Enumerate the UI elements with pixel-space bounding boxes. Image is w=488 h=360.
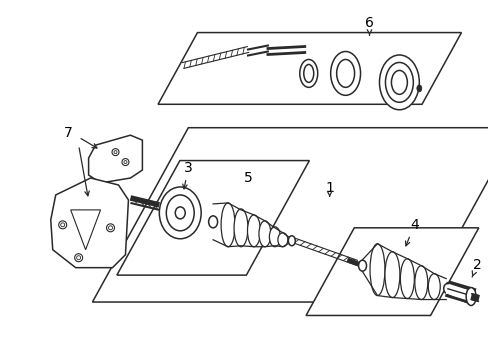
Text: 1: 1 [325,181,333,195]
Ellipse shape [390,71,407,94]
Ellipse shape [221,203,235,247]
Ellipse shape [384,252,399,298]
Ellipse shape [299,59,317,87]
Ellipse shape [61,223,64,227]
Ellipse shape [358,260,366,271]
Ellipse shape [400,259,413,298]
Polygon shape [305,228,478,315]
Ellipse shape [112,149,119,156]
Polygon shape [158,32,461,104]
Polygon shape [92,128,488,302]
Ellipse shape [379,55,419,110]
Ellipse shape [277,233,287,247]
Ellipse shape [166,195,194,231]
Ellipse shape [385,62,412,102]
Ellipse shape [59,221,66,229]
Ellipse shape [234,209,247,247]
Ellipse shape [114,150,117,154]
Ellipse shape [427,274,439,300]
Ellipse shape [108,226,112,230]
Ellipse shape [159,187,201,239]
Ellipse shape [303,64,313,82]
Ellipse shape [175,207,185,219]
Ellipse shape [330,51,360,95]
Ellipse shape [247,215,260,247]
Ellipse shape [465,288,475,306]
Text: 7: 7 [64,126,73,140]
Ellipse shape [288,236,295,246]
Polygon shape [117,161,309,275]
Polygon shape [51,178,128,268]
Ellipse shape [77,256,81,260]
Ellipse shape [443,284,450,293]
Text: 6: 6 [365,15,373,35]
Polygon shape [88,135,142,183]
Ellipse shape [106,224,114,232]
Ellipse shape [414,266,427,300]
Text: 2: 2 [471,258,481,277]
Ellipse shape [336,59,354,87]
Text: 4: 4 [405,218,418,246]
Ellipse shape [124,161,127,163]
Ellipse shape [269,227,280,247]
Ellipse shape [122,159,129,166]
Text: 3: 3 [183,161,192,189]
Polygon shape [71,210,101,250]
Ellipse shape [75,254,82,262]
Ellipse shape [416,85,421,92]
Ellipse shape [208,216,217,228]
Ellipse shape [369,244,384,296]
Text: 5: 5 [243,171,252,185]
Ellipse shape [259,221,270,247]
